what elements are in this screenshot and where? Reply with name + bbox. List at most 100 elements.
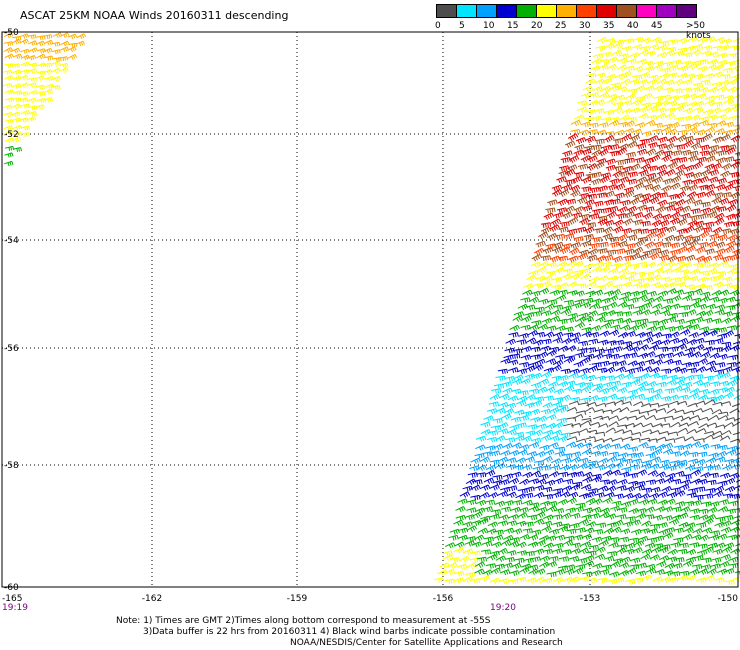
wind-barb	[603, 319, 615, 325]
wind-barb	[641, 574, 653, 581]
wind-barb	[550, 309, 561, 317]
wind-barb	[639, 138, 650, 145]
wind-barb	[636, 148, 648, 156]
wind-barb	[631, 528, 642, 535]
wind-barb	[627, 88, 638, 94]
wind-barb	[642, 92, 653, 100]
wind-barb	[542, 275, 553, 282]
wind-barb	[702, 493, 714, 499]
wind-barb	[728, 563, 739, 569]
wind-barb	[489, 513, 500, 520]
wind-barb	[667, 39, 678, 45]
wind-barb	[649, 252, 660, 261]
wind-barb	[559, 491, 571, 498]
wind-barb	[548, 556, 559, 562]
wind-barb	[679, 274, 690, 282]
wind-barb	[613, 493, 624, 500]
wind-barb	[610, 82, 622, 88]
wind-barb	[723, 392, 734, 399]
wind-barb	[566, 528, 577, 535]
wind-barb	[655, 325, 666, 332]
wind-barb	[546, 349, 557, 357]
wind-barb	[662, 442, 674, 450]
wind-barb	[546, 571, 557, 578]
wind-barb	[499, 569, 511, 576]
wind-barb	[591, 149, 602, 158]
wind-barb	[573, 236, 584, 243]
wind-barb	[657, 522, 668, 529]
wind-barb	[76, 33, 87, 40]
wind-barb	[646, 498, 658, 505]
wind-barb	[632, 74, 643, 81]
wind-barb	[638, 318, 649, 324]
wind-barb	[662, 87, 674, 93]
wind-barb	[577, 463, 588, 470]
wind-barb	[597, 485, 609, 492]
wind-barb	[714, 521, 725, 528]
wind-barb	[590, 178, 602, 186]
wind-barb	[677, 512, 689, 519]
wind-barb	[534, 485, 545, 491]
wind-barb	[502, 473, 514, 480]
wind-barb	[532, 429, 544, 436]
wind-barb	[516, 399, 527, 407]
wind-barb	[663, 415, 674, 421]
wind-barb	[536, 506, 548, 513]
wind-barb	[19, 74, 29, 81]
wind-barb	[593, 409, 605, 414]
longitude-label: -156	[433, 594, 454, 604]
wind-barb	[512, 348, 523, 354]
wind-barb	[699, 296, 711, 303]
wind-barb	[666, 288, 677, 295]
wind-barb	[529, 408, 541, 415]
wind-barb	[567, 217, 579, 225]
wind-barb	[636, 176, 648, 184]
wind-barb	[669, 95, 680, 101]
wind-barb	[614, 94, 626, 101]
wind-barb	[594, 108, 605, 114]
wind-barb	[687, 155, 699, 163]
wind-barb	[578, 428, 589, 434]
wind-barb	[605, 485, 617, 493]
wind-barb	[524, 365, 536, 372]
wind-barb	[513, 311, 525, 318]
wind-barb	[11, 136, 22, 143]
wind-barb	[480, 429, 492, 436]
wind-barb	[647, 79, 659, 86]
wind-barb	[599, 569, 610, 575]
wind-barb	[553, 212, 564, 219]
wind-barb	[734, 124, 740, 130]
latitude-label: -58	[4, 461, 19, 471]
wind-barb	[651, 274, 662, 281]
wind-barb	[535, 275, 546, 282]
wind-barb	[608, 542, 619, 549]
wind-barb	[514, 409, 525, 416]
wind-barb	[581, 514, 592, 521]
wind-barb	[499, 479, 510, 486]
wind-barb	[522, 528, 533, 534]
wind-barb	[542, 494, 554, 500]
wind-barb	[689, 514, 700, 521]
wind-barb	[684, 436, 695, 442]
wind-barb	[688, 240, 699, 248]
wind-barb	[602, 409, 613, 415]
wind-barb	[708, 262, 719, 269]
wind-barb	[698, 388, 710, 395]
wind-barb	[630, 319, 642, 326]
wind-barb	[693, 262, 704, 268]
wind-barb	[569, 484, 581, 491]
wind-barb	[714, 128, 725, 135]
wind-barb	[539, 535, 550, 542]
wind-barb	[610, 198, 621, 205]
wind-barb	[635, 415, 647, 421]
wind-barb	[717, 415, 729, 421]
wind-barb	[59, 67, 69, 73]
wind-barb	[723, 330, 735, 337]
wind-barb	[574, 352, 585, 359]
wind-barb	[610, 324, 621, 331]
wind-barb	[654, 149, 666, 158]
wind-barb	[613, 138, 624, 144]
wind-barb	[680, 212, 691, 220]
wind-barb	[722, 464, 733, 471]
wind-barb	[678, 312, 689, 318]
